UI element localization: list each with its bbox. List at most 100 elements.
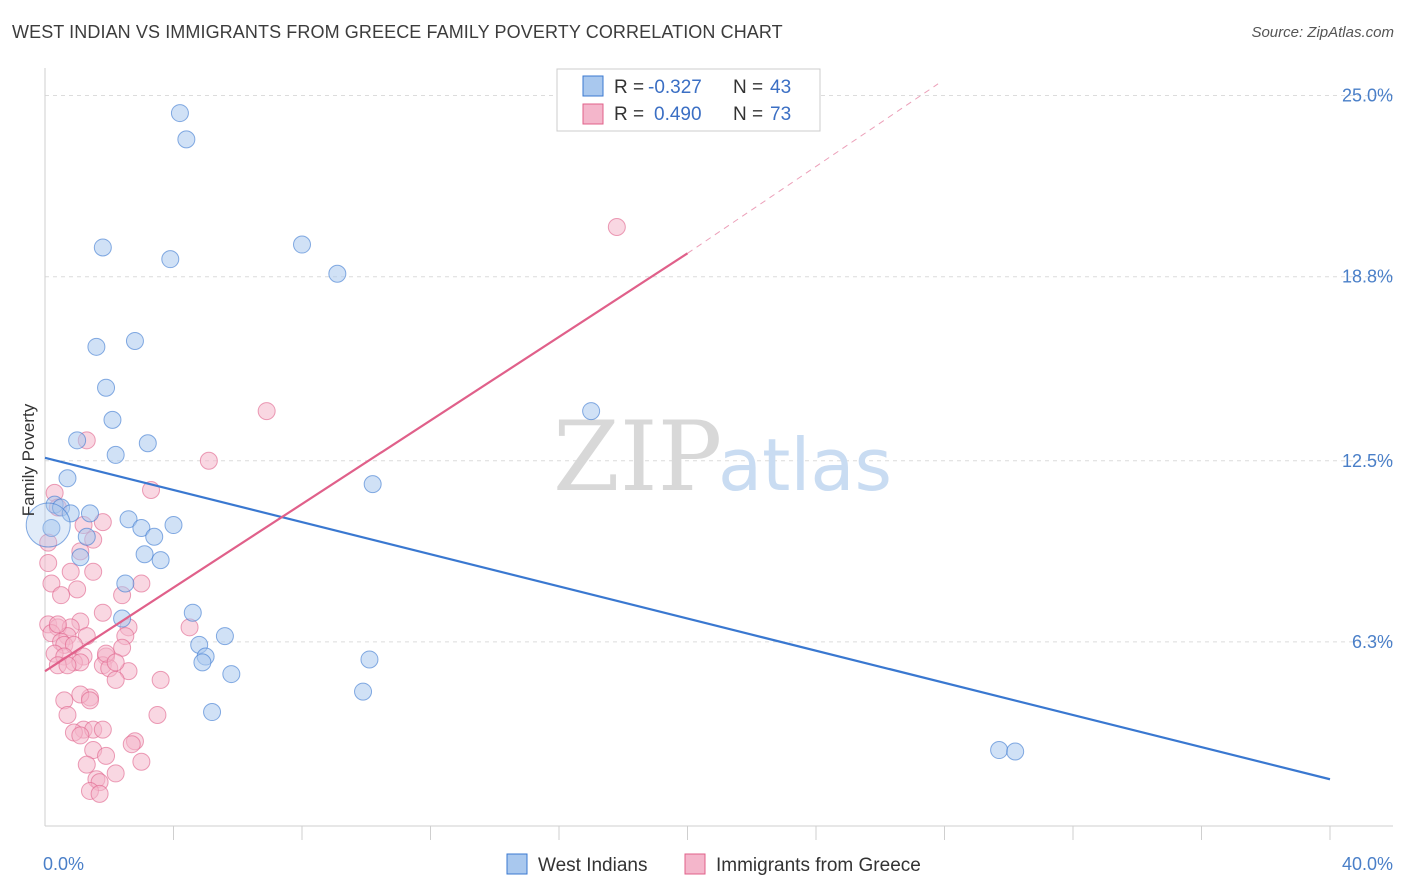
greece-point [106, 670, 125, 689]
y-tick-label-3: 25.0% [1342, 86, 1393, 106]
greece-point [106, 653, 125, 672]
greece-point [97, 746, 116, 765]
legend-west-r-value: -0.327 [648, 77, 702, 98]
greece-point [132, 752, 151, 771]
west-indian-point [990, 741, 1009, 760]
west-indian-point [354, 682, 373, 701]
y-tick-label-2: 18.8% [1342, 267, 1393, 287]
legend-west-r-label: R = [614, 77, 644, 98]
west-indian-point [68, 431, 87, 450]
greece-point [119, 662, 138, 681]
correlation-legend: R = -0.327 N = 43 R = 0.490 N = 73 [556, 68, 821, 132]
west-indian-point [106, 445, 125, 464]
west-indian-point [135, 545, 154, 564]
west-indian-point [360, 650, 379, 669]
west-indian-point [151, 551, 170, 570]
legend-west-n-label: N = [733, 77, 763, 98]
west-indian-point [132, 518, 151, 537]
west-indian-point [582, 402, 601, 421]
west-indian-point [77, 527, 96, 546]
legend-greece-r-label: R = [614, 104, 644, 125]
greece-point [68, 580, 87, 599]
west-indian-point [203, 703, 222, 722]
west-indian-point [293, 235, 311, 254]
axes [44, 68, 1393, 840]
west-indian-point [145, 527, 164, 546]
series-legend: West Indians Immigrants from Greece [506, 853, 921, 876]
west-indian-point [177, 130, 196, 149]
y-tick-labels: 6.3% 12.5% 18.8% 25.0% [1342, 86, 1393, 652]
greece-point [39, 554, 58, 573]
west-indian-trend-line [44, 456, 1331, 781]
greece-point [61, 562, 80, 581]
west-indian-point [170, 104, 189, 123]
west-indian-point [193, 653, 212, 672]
west-indian-point [138, 434, 157, 453]
greece-points [39, 218, 626, 803]
west-indian-point [61, 504, 80, 523]
west-indian-point [116, 574, 135, 593]
legend-west-n-value: 43 [770, 77, 791, 98]
greece-point [90, 784, 109, 803]
watermark-zip: ZIP [553, 401, 722, 513]
greece-point [93, 720, 112, 739]
greece-point [151, 670, 170, 689]
greece-point [122, 735, 141, 754]
west-indian-point [1006, 742, 1025, 761]
west-indian-point [222, 665, 241, 684]
west-indian-point [183, 603, 202, 622]
series-legend-greece-swatch [684, 853, 706, 875]
greece-point [48, 615, 67, 634]
west-indian-point [97, 378, 116, 397]
west-indian-point [103, 410, 122, 429]
west-indian-point [161, 250, 180, 269]
west-indian-point [119, 510, 138, 529]
greece-point [55, 691, 74, 710]
greece-point [42, 574, 61, 593]
y-tick-label-0: 6.3% [1352, 632, 1393, 652]
greece-point [77, 755, 96, 774]
legend-greece-r-value: 0.490 [654, 104, 702, 125]
watermark-atlas: atlas [718, 423, 892, 507]
greece-point [132, 574, 151, 593]
west-indian-points [25, 104, 1025, 761]
greece-point [180, 618, 199, 637]
legend-greece-n-label: N = [733, 104, 763, 125]
trend-lines [44, 83, 1331, 781]
greece-trend-line [44, 252, 689, 673]
west-indian-point [164, 516, 183, 535]
west-indian-point [328, 264, 347, 283]
west-indian-point [42, 518, 61, 537]
west-indian-point [58, 469, 77, 488]
x-tick-label-0: 0.0% [43, 854, 84, 874]
greece-point [93, 513, 112, 532]
greece-point [58, 705, 77, 724]
gridlines [45, 95, 1393, 643]
west-indian-point [87, 337, 106, 356]
legend-greece-n-value: 73 [770, 104, 791, 125]
greece-point [93, 603, 112, 622]
west-indian-point [71, 548, 90, 567]
greece-point [607, 218, 626, 237]
greece-point [80, 691, 99, 710]
series-legend-west-swatch [506, 853, 528, 875]
greece-point [257, 402, 276, 421]
x-tick-label-1: 40.0% [1342, 854, 1393, 874]
greece-point [106, 764, 125, 783]
greece-point [84, 562, 103, 581]
west-indian-point [125, 331, 144, 350]
greece-point [52, 586, 71, 605]
x-tick-labels: 0.0% 40.0% [43, 854, 1393, 874]
watermark: ZIP atlas [553, 401, 892, 513]
west-indian-point [80, 504, 99, 523]
series-legend-west-label: West Indians [538, 855, 647, 876]
legend-west-swatch [582, 75, 604, 97]
y-tick-label-1: 12.5% [1342, 451, 1393, 471]
chart-title: WEST INDIAN VS IMMIGRANTS FROM GREECE FA… [12, 22, 783, 42]
source-label: Source: ZipAtlas.com [1251, 24, 1394, 41]
west-indian-point [25, 502, 71, 548]
greece-point [148, 705, 167, 724]
series-legend-greece-label: Immigrants from Greece [716, 855, 921, 876]
west-indian-point [215, 627, 234, 646]
